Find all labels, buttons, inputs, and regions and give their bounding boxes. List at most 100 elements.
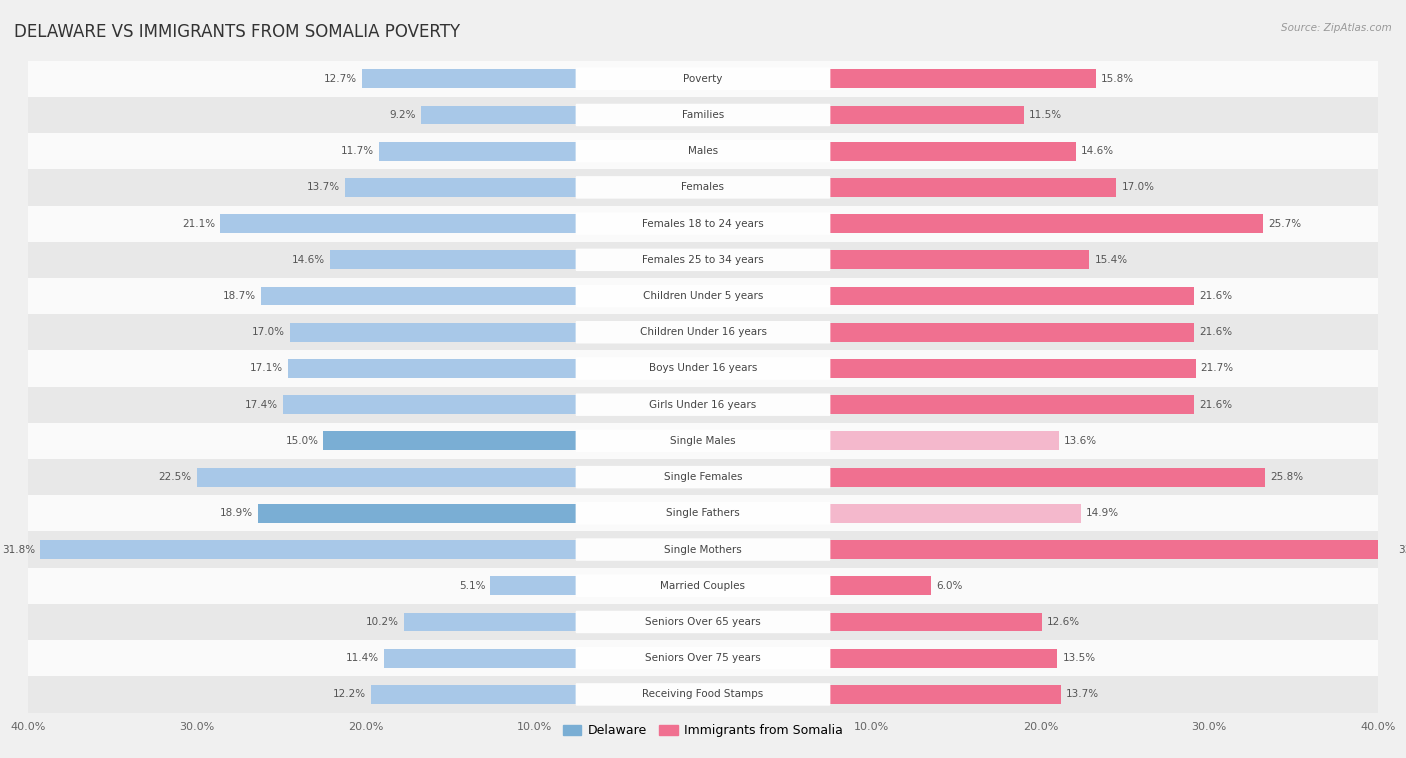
Text: 10.2%: 10.2% [367, 617, 399, 627]
Text: 6.0%: 6.0% [936, 581, 962, 590]
Bar [28, 169, 1378, 205]
FancyBboxPatch shape [575, 575, 831, 597]
Bar [830, 431, 1059, 450]
FancyBboxPatch shape [575, 393, 831, 416]
Bar [830, 178, 1116, 197]
Bar [28, 350, 1378, 387]
FancyBboxPatch shape [575, 357, 831, 380]
Text: Poverty: Poverty [683, 74, 723, 83]
Bar [830, 69, 1097, 88]
Text: 12.2%: 12.2% [332, 690, 366, 700]
Text: 12.7%: 12.7% [323, 74, 357, 83]
Text: DELAWARE VS IMMIGRANTS FROM SOMALIA POVERTY: DELAWARE VS IMMIGRANTS FROM SOMALIA POVE… [14, 23, 460, 41]
Bar [830, 215, 1263, 233]
Bar [830, 540, 1393, 559]
Bar [28, 459, 1378, 495]
Text: 13.7%: 13.7% [307, 183, 340, 193]
FancyBboxPatch shape [575, 285, 831, 307]
Bar [28, 423, 1378, 459]
Text: 17.4%: 17.4% [245, 399, 278, 409]
Bar [28, 531, 1378, 568]
Text: Single Mothers: Single Mothers [664, 544, 742, 555]
Text: 21.1%: 21.1% [183, 218, 215, 229]
Bar [330, 250, 576, 269]
FancyBboxPatch shape [575, 647, 831, 669]
Bar [422, 105, 576, 124]
Text: Seniors Over 75 years: Seniors Over 75 years [645, 653, 761, 663]
Bar [39, 540, 576, 559]
Text: 18.7%: 18.7% [222, 291, 256, 301]
Text: 13.6%: 13.6% [1064, 436, 1097, 446]
Text: 22.5%: 22.5% [159, 472, 191, 482]
FancyBboxPatch shape [575, 176, 831, 199]
FancyBboxPatch shape [575, 140, 831, 162]
Bar [28, 568, 1378, 604]
Text: 11.7%: 11.7% [340, 146, 374, 156]
Text: 14.6%: 14.6% [292, 255, 325, 265]
Text: 17.0%: 17.0% [252, 327, 284, 337]
Text: Single Males: Single Males [671, 436, 735, 446]
Text: Married Couples: Married Couples [661, 581, 745, 590]
Bar [28, 640, 1378, 676]
Bar [28, 676, 1378, 713]
FancyBboxPatch shape [575, 430, 831, 452]
Bar [384, 649, 576, 668]
Text: 21.6%: 21.6% [1199, 327, 1232, 337]
Bar [830, 142, 1076, 161]
Text: Seniors Over 65 years: Seniors Over 65 years [645, 617, 761, 627]
Legend: Delaware, Immigrants from Somalia: Delaware, Immigrants from Somalia [558, 719, 848, 742]
Bar [28, 314, 1378, 350]
Bar [28, 97, 1378, 133]
Text: Boys Under 16 years: Boys Under 16 years [648, 364, 758, 374]
Bar [28, 604, 1378, 640]
FancyBboxPatch shape [575, 683, 831, 706]
Bar [283, 395, 576, 414]
Bar [28, 495, 1378, 531]
Bar [28, 61, 1378, 97]
Bar [405, 612, 576, 631]
Text: Families: Families [682, 110, 724, 120]
Text: 11.5%: 11.5% [1029, 110, 1062, 120]
Bar [830, 576, 931, 595]
Text: 31.8%: 31.8% [1, 544, 35, 555]
FancyBboxPatch shape [575, 321, 831, 343]
Bar [363, 69, 576, 88]
Bar [323, 431, 576, 450]
Text: Source: ZipAtlas.com: Source: ZipAtlas.com [1281, 23, 1392, 33]
Text: 21.7%: 21.7% [1201, 364, 1234, 374]
FancyBboxPatch shape [575, 466, 831, 488]
Bar [830, 359, 1195, 378]
Text: 14.9%: 14.9% [1085, 509, 1119, 518]
Bar [257, 504, 576, 523]
Bar [28, 205, 1378, 242]
Text: Girls Under 16 years: Girls Under 16 years [650, 399, 756, 409]
Text: 14.6%: 14.6% [1081, 146, 1114, 156]
Bar [830, 287, 1194, 305]
Text: Children Under 16 years: Children Under 16 years [640, 327, 766, 337]
Bar [346, 178, 576, 197]
Text: 13.5%: 13.5% [1063, 653, 1095, 663]
Bar [221, 215, 576, 233]
Text: 12.6%: 12.6% [1047, 617, 1080, 627]
Text: 25.7%: 25.7% [1268, 218, 1302, 229]
Bar [830, 649, 1057, 668]
FancyBboxPatch shape [575, 104, 831, 126]
FancyBboxPatch shape [575, 249, 831, 271]
Text: 15.4%: 15.4% [1094, 255, 1128, 265]
Text: Receiving Food Stamps: Receiving Food Stamps [643, 690, 763, 700]
Text: 15.0%: 15.0% [285, 436, 318, 446]
Text: Males: Males [688, 146, 718, 156]
Text: 17.0%: 17.0% [1122, 183, 1154, 193]
Text: 21.6%: 21.6% [1199, 291, 1232, 301]
Bar [830, 504, 1081, 523]
Bar [28, 387, 1378, 423]
Text: Females 25 to 34 years: Females 25 to 34 years [643, 255, 763, 265]
Text: 5.1%: 5.1% [458, 581, 485, 590]
Text: Single Fathers: Single Fathers [666, 509, 740, 518]
Bar [830, 685, 1060, 704]
Bar [262, 287, 576, 305]
FancyBboxPatch shape [575, 538, 831, 561]
Text: 18.9%: 18.9% [219, 509, 253, 518]
Bar [830, 612, 1042, 631]
Text: 15.8%: 15.8% [1101, 74, 1135, 83]
